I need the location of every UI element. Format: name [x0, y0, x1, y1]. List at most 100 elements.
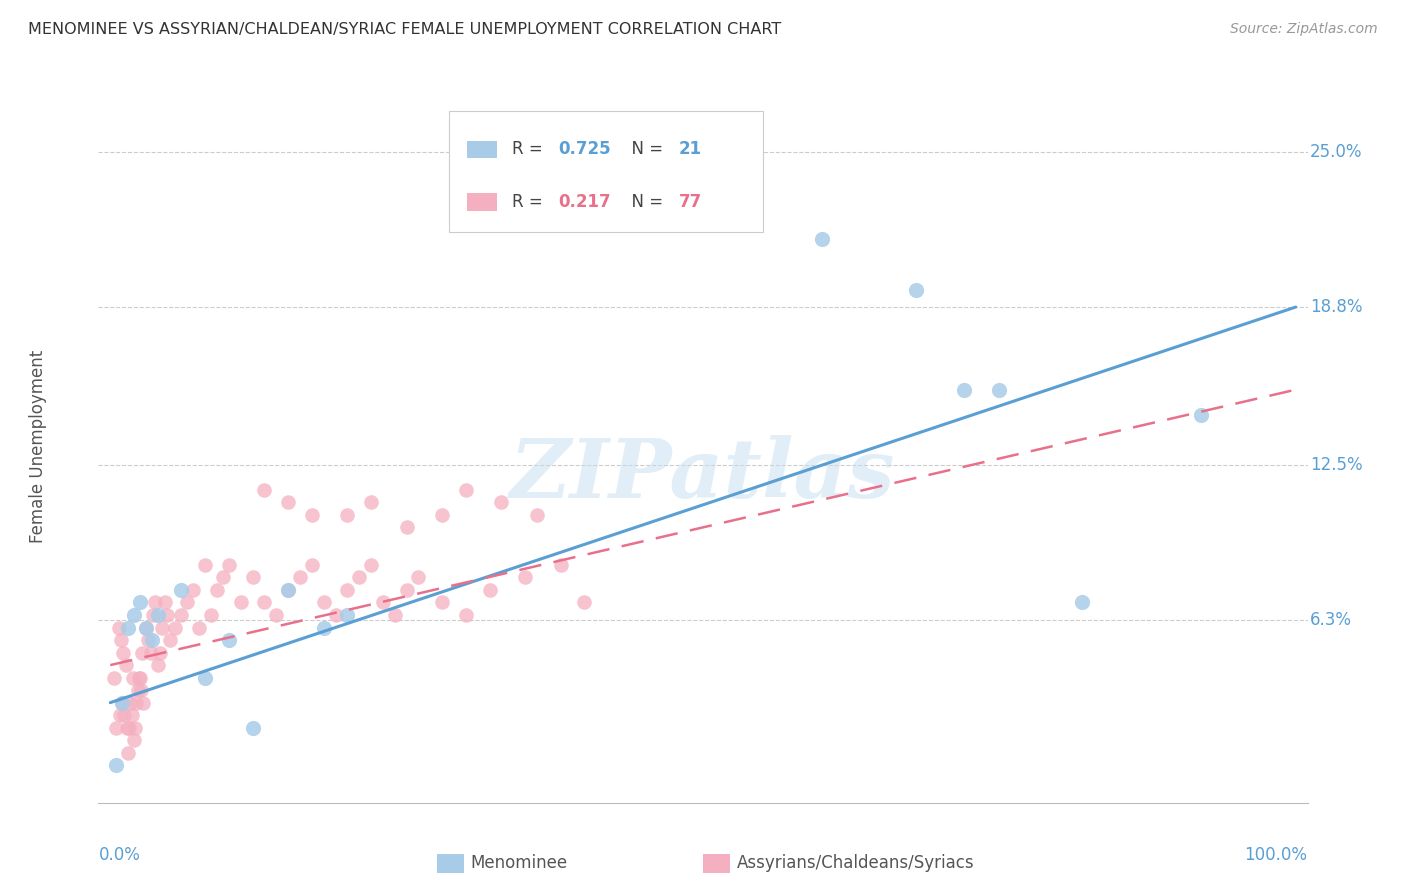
Point: [122, 733, 145, 747]
Text: 100.0%: 100.0%: [1244, 846, 1308, 863]
Point: [288, 570, 311, 584]
Point: [336, 607, 359, 622]
Point: [194, 558, 217, 572]
Point: [135, 621, 157, 635]
Point: [454, 607, 477, 622]
Point: [176, 595, 198, 609]
Point: [336, 582, 359, 597]
Point: [253, 595, 276, 609]
Point: [141, 633, 163, 648]
Text: 12.5%: 12.5%: [1310, 456, 1362, 474]
Point: [301, 558, 323, 572]
Point: [188, 621, 211, 635]
Text: 25.0%: 25.0%: [1310, 143, 1362, 161]
Point: [142, 607, 165, 622]
Text: R =: R =: [512, 140, 548, 159]
Point: [277, 582, 299, 597]
Point: [105, 721, 128, 735]
Point: [117, 621, 139, 635]
Point: [360, 495, 382, 509]
Point: [128, 671, 150, 685]
Point: [129, 671, 152, 685]
Point: [146, 658, 169, 673]
Point: [170, 582, 193, 597]
Point: [1071, 595, 1094, 609]
Point: [395, 520, 418, 534]
Point: [253, 483, 276, 497]
Point: [574, 595, 596, 609]
Text: Source: ZipAtlas.com: Source: ZipAtlas.com: [1230, 22, 1378, 37]
Point: [200, 607, 222, 622]
Point: [988, 383, 1011, 397]
Point: [114, 708, 136, 723]
Point: [124, 721, 146, 735]
Point: [371, 595, 394, 609]
Point: [478, 582, 501, 597]
Text: 0.0%: 0.0%: [98, 846, 141, 863]
Point: [139, 646, 162, 660]
Point: [277, 495, 299, 509]
Point: [112, 646, 135, 660]
Point: [229, 595, 252, 609]
Point: [120, 696, 142, 710]
FancyBboxPatch shape: [437, 855, 464, 872]
Point: [312, 621, 335, 635]
Point: [264, 607, 287, 622]
Point: [347, 570, 370, 584]
Point: [432, 595, 454, 609]
Point: [149, 646, 172, 660]
Point: [152, 621, 174, 635]
Point: [129, 595, 152, 609]
Point: [952, 383, 974, 397]
Text: 6.3%: 6.3%: [1310, 611, 1353, 629]
Point: [1189, 408, 1212, 422]
Point: [108, 708, 131, 723]
Point: [132, 696, 155, 710]
Text: 21: 21: [679, 140, 702, 159]
Text: MENOMINEE VS ASSYRIAN/CHALDEAN/SYRIAC FEMALE UNEMPLOYMENT CORRELATION CHART: MENOMINEE VS ASSYRIAN/CHALDEAN/SYRIAC FE…: [28, 22, 782, 37]
Point: [127, 683, 149, 698]
Point: [121, 708, 143, 723]
Point: [526, 508, 548, 522]
Point: [131, 646, 153, 660]
Point: [143, 595, 166, 609]
Point: [515, 570, 537, 584]
FancyBboxPatch shape: [467, 141, 498, 159]
Text: ZIPatlas: ZIPatlas: [510, 434, 896, 515]
Point: [336, 508, 359, 522]
Point: [384, 607, 406, 622]
Text: Female Unemployment: Female Unemployment: [30, 350, 46, 542]
Text: 0.725: 0.725: [558, 140, 610, 159]
Point: [312, 595, 335, 609]
Point: [153, 595, 176, 609]
Point: [156, 607, 179, 622]
Point: [905, 283, 928, 297]
Text: N =: N =: [621, 193, 668, 211]
Point: [129, 683, 152, 698]
Point: [170, 607, 193, 622]
Point: [454, 483, 477, 497]
Point: [242, 721, 264, 735]
Text: 18.8%: 18.8%: [1310, 298, 1362, 316]
Point: [491, 495, 513, 509]
Point: [408, 570, 430, 584]
Point: [114, 658, 136, 673]
Point: [111, 696, 134, 710]
Point: [212, 570, 235, 584]
Point: [218, 633, 240, 648]
Point: [277, 582, 299, 597]
FancyBboxPatch shape: [467, 193, 498, 211]
Point: [135, 621, 157, 635]
Point: [117, 746, 139, 760]
Text: Assyrians/Chaldeans/Syriacs: Assyrians/Chaldeans/Syriacs: [737, 855, 974, 872]
Point: [550, 558, 572, 572]
FancyBboxPatch shape: [703, 855, 730, 872]
Point: [121, 671, 143, 685]
Point: [107, 621, 129, 635]
Text: R =: R =: [512, 193, 548, 211]
FancyBboxPatch shape: [449, 111, 763, 232]
Text: Menominee: Menominee: [471, 855, 568, 872]
Point: [395, 582, 418, 597]
Point: [115, 721, 138, 735]
Point: [325, 607, 347, 622]
